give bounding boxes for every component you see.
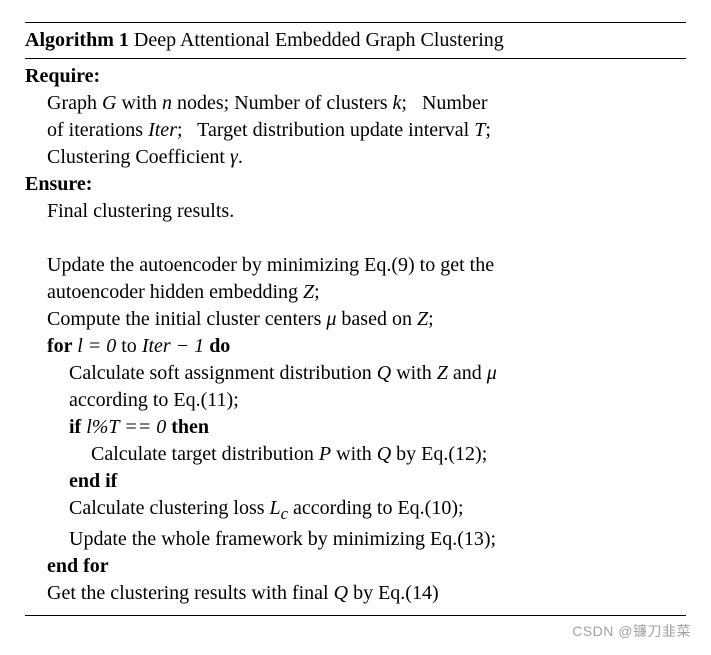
top-rule [25,22,686,23]
require-line: of iterations Iter; Target distribution … [25,117,686,144]
algorithm-block: Algorithm 1 Deep Attentional Embedded Gr… [25,22,686,616]
for-end: Iter − 1 [142,335,204,357]
ensure-label: Ensure: [25,171,686,198]
mid-rule [25,58,686,59]
require-line: Clustering Coefficient γ. [25,144,686,171]
step-tail: according to Eq.(10); [288,497,464,519]
for-keyword: for [47,335,77,357]
if-close: end if [25,468,686,495]
for-open: for l = 0 to Iter − 1 do [25,333,686,360]
step-line: Calculate soft assignment distribution Q… [25,360,686,387]
algorithm-title-line: Algorithm 1 Deep Attentional Embedded Gr… [25,25,686,56]
step-line: autoencoder hidden embedding Z; [25,279,686,306]
bottom-rule [25,615,686,616]
algorithm-title: Deep Attentional Embedded Graph Clusteri… [134,29,504,51]
if-keyword: if [69,416,86,438]
require-line: Graph G with n nodes; Number of clusters… [25,90,686,117]
step-line: Update the whole framework by minimizing… [25,526,686,553]
step-line: Update the autoencoder by minimizing Eq.… [25,252,686,279]
do-keyword: do [204,335,230,357]
for-var: l = 0 [77,335,116,357]
watermark: CSDN @镰刀韭菜 [572,622,691,641]
step-line: Calculate clustering loss Lc according t… [25,495,686,526]
ensure-line: Final clustering results. [25,198,686,225]
step-line: according to Eq.(11); [25,387,686,414]
step-line: Calculate target distribution P with Q b… [25,441,686,468]
algorithm-number: Algorithm 1 [25,29,129,51]
subscript: c [281,504,288,523]
if-cond: l%T == 0 [86,416,166,438]
blank-line [25,225,686,252]
algorithm-body: Require: Graph G with n nodes; Number of… [25,61,686,613]
step-line: Compute the initial cluster centers μ ba… [25,306,686,333]
require-label: Require: [25,63,686,90]
if-open: if l%T == 0 then [25,414,686,441]
for-to: to [116,335,142,357]
then-keyword: then [166,416,209,438]
step-line: Get the clustering results with final Q … [25,580,686,607]
for-close: end for [25,553,686,580]
